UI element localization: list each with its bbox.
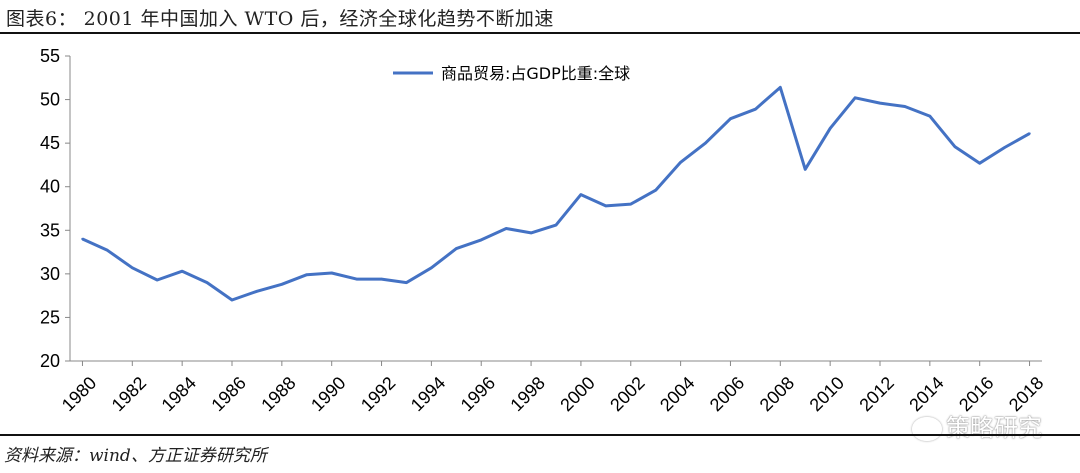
data-point xyxy=(579,193,583,196)
source-note: 资料来源：wind、方正证券研究所 xyxy=(4,446,267,466)
y-tick-label: 55 xyxy=(40,46,60,66)
data-point xyxy=(455,247,458,250)
data-point xyxy=(504,227,508,230)
data-point xyxy=(828,127,832,130)
y-axis: 20 25 30 35 40 45 50 55 xyxy=(40,46,71,371)
x-tick-label: 2004 xyxy=(656,373,698,415)
data-point xyxy=(654,189,657,192)
series-layer xyxy=(81,85,1031,302)
data-point xyxy=(305,273,308,276)
x-tick-label: 2010 xyxy=(806,373,848,415)
data-point xyxy=(853,96,857,100)
y-tick-label: 25 xyxy=(40,307,60,327)
x-tick-label: 1990 xyxy=(307,373,349,415)
data-point xyxy=(604,204,608,208)
x-tick-label: 2008 xyxy=(756,373,798,415)
x-tick-label: 1998 xyxy=(506,373,548,415)
y-tick-label: 30 xyxy=(40,264,60,284)
data-point xyxy=(330,271,333,275)
data-point xyxy=(953,145,956,148)
data-point xyxy=(878,101,882,105)
data-point xyxy=(156,278,159,282)
data-point xyxy=(978,161,981,165)
data-point xyxy=(704,141,707,145)
data-point xyxy=(355,277,358,281)
data-point xyxy=(779,86,782,89)
data-point xyxy=(629,202,632,206)
x-tick-label: 1986 xyxy=(207,373,249,415)
legend: 商品贸易:占GDP比重:全球 xyxy=(393,64,630,83)
x-tick-label: 1984 xyxy=(158,373,200,415)
series-line xyxy=(81,85,1031,302)
x-tick-label: 2002 xyxy=(606,373,648,415)
data-point xyxy=(405,281,408,284)
data-point xyxy=(804,168,807,171)
data-point xyxy=(679,161,682,164)
bottom-rule xyxy=(0,434,1080,436)
x-tick-label: 2006 xyxy=(706,373,748,415)
x-tick-label: 1996 xyxy=(457,373,499,415)
data-point xyxy=(754,107,757,111)
data-point xyxy=(230,298,234,302)
data-point xyxy=(280,283,284,286)
top-rule xyxy=(0,32,1080,34)
y-tick-label: 35 xyxy=(40,220,60,240)
y-tick-label: 20 xyxy=(40,351,60,371)
x-tick-label: 1988 xyxy=(257,373,299,415)
data-point xyxy=(554,223,558,227)
legend-label: 商品贸易:占GDP比重:全球 xyxy=(441,64,630,83)
x-tick-label: 2012 xyxy=(855,373,897,415)
data-point xyxy=(480,238,483,242)
data-point xyxy=(380,277,383,281)
x-tick-label: 1994 xyxy=(407,373,449,415)
data-point xyxy=(1003,146,1006,149)
data-point xyxy=(729,117,732,120)
y-tick-label: 45 xyxy=(40,133,60,153)
x-axis: 1980 1982 1984 1986 1988 1990 1992 1994 1996 1998… xyxy=(58,360,1047,415)
x-tick-label: 1992 xyxy=(357,373,399,415)
data-point xyxy=(255,290,259,293)
watermark: 策略研究 xyxy=(912,408,1042,443)
y-tick-label: 50 xyxy=(40,90,60,110)
x-tick-label: 2000 xyxy=(556,373,598,415)
data-point xyxy=(106,249,109,252)
x-tick-label: 1982 xyxy=(108,373,150,415)
data-point xyxy=(81,237,84,241)
x-tick-label: 1980 xyxy=(58,373,100,415)
data-point xyxy=(529,231,533,235)
figure-title: 图表6： 2001 年中国加入 WTO 后，经济全球化趋势不断加速 xyxy=(6,8,554,30)
data-point xyxy=(430,266,433,269)
data-point xyxy=(1028,132,1031,135)
data-point xyxy=(903,105,907,108)
y-tick-label: 40 xyxy=(40,177,60,197)
data-point xyxy=(180,270,184,273)
data-point xyxy=(131,266,134,269)
data-point xyxy=(928,114,932,118)
wechat-icon xyxy=(912,417,942,441)
data-point xyxy=(205,281,209,284)
